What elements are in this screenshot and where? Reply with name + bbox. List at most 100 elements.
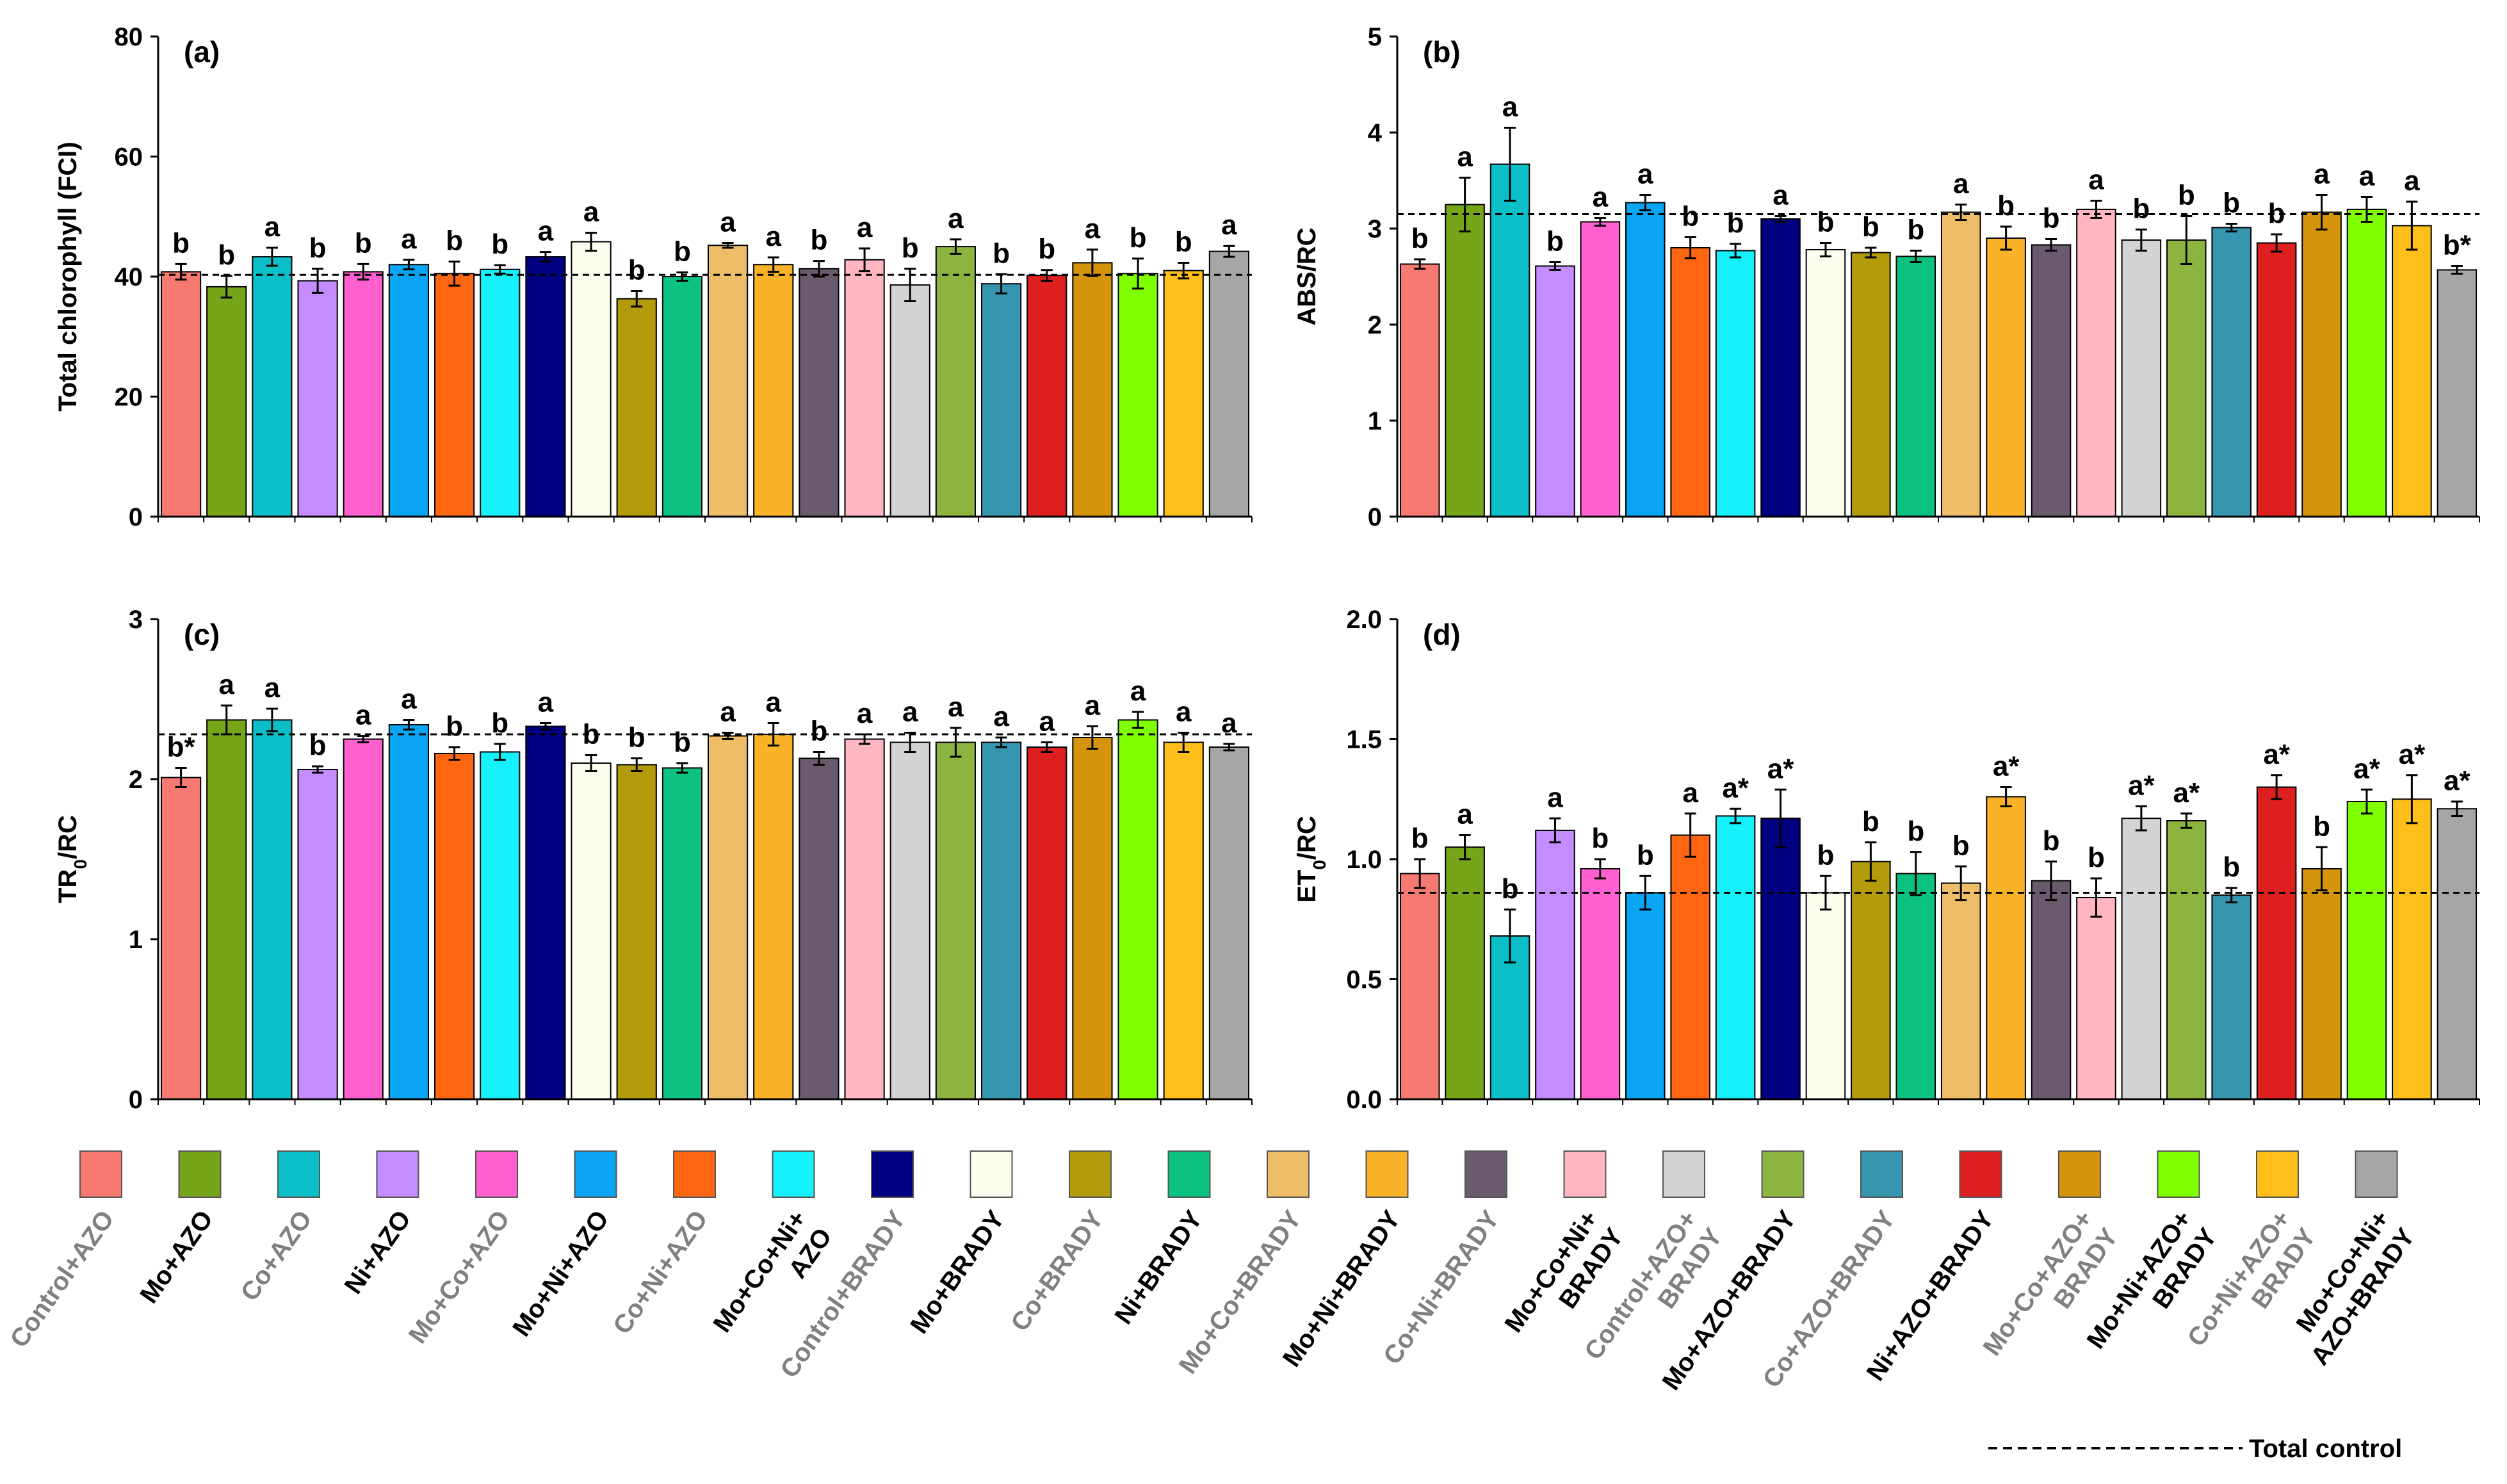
- legend-swatch: [1959, 1150, 2002, 1198]
- significance-label: a*: [2173, 777, 2200, 809]
- bar: [1445, 204, 1485, 517]
- y-tick-label: 1.5: [1346, 726, 1382, 754]
- bar: [1851, 252, 1891, 517]
- y-tick-label: 2: [129, 766, 143, 794]
- y-tick-label: 3: [1368, 215, 1382, 243]
- bar: [1208, 746, 1250, 1100]
- significance-label: a: [766, 687, 782, 718]
- bar: [889, 284, 930, 517]
- bar: [1026, 275, 1067, 517]
- significance-label: a: [538, 687, 554, 718]
- bar: [252, 256, 293, 517]
- significance-label: a*: [2263, 739, 2290, 770]
- bar: [2301, 211, 2342, 517]
- y-tick-label: 4: [1368, 119, 1383, 147]
- y-tick-label: 60: [115, 143, 143, 172]
- error-bar: [312, 765, 324, 774]
- error-bar: [2316, 846, 2328, 892]
- error-bar: [2360, 788, 2373, 815]
- bar: [2437, 808, 2478, 1100]
- bar: [844, 738, 885, 1100]
- y-tick-label: 2.0: [1346, 606, 1382, 634]
- significance-label: b: [810, 225, 827, 256]
- significance-label: a: [264, 672, 280, 704]
- error-bar: [813, 751, 825, 766]
- error-bar: [494, 743, 506, 761]
- error-bar: [1684, 236, 1696, 259]
- bar: [480, 268, 521, 517]
- error-bar: [1594, 217, 1606, 227]
- significance-label: b: [2178, 180, 2195, 211]
- y-axis-label: Total chlorophyll (FCI): [54, 141, 82, 411]
- legend-swatch: [1860, 1150, 1903, 1198]
- bar: [2392, 798, 2432, 1100]
- significance-label: a: [2088, 165, 2104, 196]
- legend-swatch: [1365, 1150, 1409, 1198]
- significance-label: b: [2043, 825, 2060, 857]
- error-bar: [2225, 887, 2237, 903]
- bar: [1399, 873, 1440, 1100]
- bar: [616, 298, 657, 517]
- significance-label: a: [2314, 159, 2330, 190]
- y-tick-label: 0: [129, 503, 143, 531]
- error-bar: [175, 767, 187, 788]
- bar: [434, 273, 475, 517]
- significance-label: b*: [2443, 230, 2472, 261]
- bar: [388, 264, 430, 517]
- significance-label: b: [1727, 207, 1744, 239]
- error-bar: [1041, 269, 1053, 282]
- legend-swatch: [1761, 1150, 1805, 1198]
- error-bar: [357, 262, 369, 281]
- bar: [980, 741, 1022, 1100]
- significance-label: b: [172, 227, 190, 259]
- error-bar: [676, 762, 688, 774]
- bar: [2076, 209, 2116, 517]
- significance-label: a: [1130, 675, 1146, 707]
- significance-label: a: [902, 697, 918, 728]
- significance-label: a: [948, 203, 964, 234]
- bar: [1940, 882, 1981, 1100]
- significance-label: b: [1907, 214, 1924, 246]
- significance-label: a: [1637, 159, 1653, 190]
- significance-label: a: [720, 207, 736, 238]
- error-bar: [950, 238, 962, 255]
- bar: [753, 264, 794, 517]
- significance-label: b: [993, 238, 1010, 269]
- bar: [206, 719, 247, 1100]
- bar: [2392, 225, 2432, 517]
- error-bar: [1819, 242, 1831, 257]
- bar: [1715, 250, 1756, 517]
- error-bar: [1459, 834, 1471, 860]
- error-bar: [1639, 194, 1651, 211]
- legend-swatch: [475, 1150, 518, 1198]
- bar: [2211, 227, 2251, 517]
- bar: [1625, 892, 1666, 1100]
- significance-label: a: [1457, 141, 1473, 173]
- bar: [980, 283, 1022, 517]
- error-bar: [1639, 875, 1651, 911]
- bar: [1760, 818, 1801, 1100]
- bar: [889, 741, 930, 1100]
- significance-label: a*: [1767, 753, 1794, 784]
- bar: [2301, 868, 2342, 1100]
- bar: [799, 757, 840, 1100]
- bar: [480, 751, 521, 1100]
- bar: [571, 762, 612, 1100]
- bar: [707, 245, 749, 517]
- error-bar: [585, 754, 597, 772]
- y-tick-label: 80: [115, 23, 143, 51]
- bar: [616, 764, 657, 1100]
- error-bar: [1132, 711, 1144, 729]
- legend-swatch: [277, 1150, 320, 1198]
- error-bar: [585, 232, 597, 252]
- significance-label: a: [766, 221, 782, 252]
- significance-label: b: [1591, 823, 1609, 854]
- legend-swatch: [1662, 1150, 1705, 1198]
- error-bar: [1132, 257, 1144, 290]
- legend-swatch: [1069, 1150, 1112, 1198]
- significance-label: a*: [2444, 765, 2470, 796]
- significance-label: a*: [2353, 753, 2380, 784]
